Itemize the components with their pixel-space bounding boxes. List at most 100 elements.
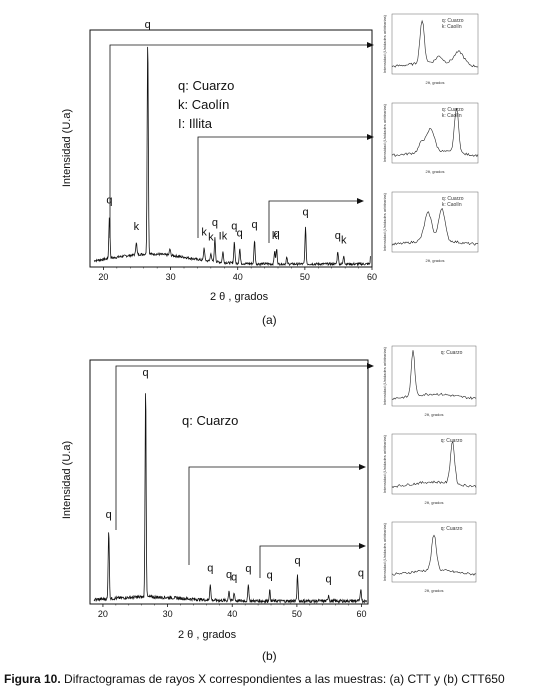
inset-frame [391,521,477,583]
peak-label: q [335,230,341,242]
peak-label: k [272,230,278,242]
inset-diffractogram: q: Cuarzo 2θ, grados Intensidad (Unidades … [382,345,477,417]
panel-label: (b) [262,649,277,663]
y-axis-label: Intensidad (U.a) [61,109,73,187]
peak-label: q [302,207,308,219]
guide-arrow-line [197,136,368,238]
inset-trace [391,350,477,400]
peak-label: q [231,571,237,583]
peak-label: q [245,563,251,575]
inset-frame [391,191,479,253]
guide-arrow-head [367,363,374,369]
inset-legend-entry: q: Cuarzo [442,18,464,24]
legend-entry: q: Cuarzo [182,413,238,428]
legend-entry: I: Illita [178,116,213,131]
peak-label: q [237,227,243,239]
x-axis-label: 2 θ , grados [178,629,237,641]
peak-label: q [207,562,213,574]
inset-frame [391,102,479,164]
diffraction-trace [93,46,371,267]
guide-arrow-head [357,198,364,204]
inset-diffractogram: q: Cuarzo 2θ, grados Intensidad (Unidades … [382,521,477,593]
peak-label: k [201,226,207,238]
inset-x-label: 2θ, grados [426,169,445,174]
guide-arrow-head [359,464,366,470]
guide-arrow-head [367,134,374,140]
guide-arrow-line [259,545,360,578]
inset-legend-entry: q: Cuarzo [442,107,464,113]
inset-frame [391,345,477,407]
peak-label: k [341,234,347,246]
peak-label: Ik [219,231,228,243]
inset-legend-entry: q: Cuarzo [441,526,463,532]
peak-label: q [231,221,237,233]
x-tick-label: 60 [357,609,367,619]
x-tick-label: 40 [227,609,237,619]
x-tick-label: 40 [233,272,243,282]
inset-x-label: 2θ, grados [425,588,444,593]
peak-label: q [274,228,280,240]
legend-entry: k: Caolín [178,97,229,112]
x-tick-label: 30 [166,272,176,282]
x-axis-label: 2 θ , grados [210,291,269,303]
y-axis-label: Intensidad (U.a) [61,441,73,519]
inset-x-label: 2θ, grados [425,500,444,505]
inset-x-label: 2θ, grados [426,258,445,263]
inset-frame [391,13,479,75]
guide-arrow-line [115,365,368,530]
inset-trace [391,440,477,488]
peak-label: k [134,221,140,233]
guide-arrow-line [109,44,368,238]
plot-frame [89,359,369,605]
guide-arrow-head [367,42,374,48]
x-tick-label: 50 [292,609,302,619]
inset-trace [391,108,479,158]
inset-y-label: Intensidad (Unidades arbitrarias) [382,346,387,405]
inset-y-label: Intensidad (Unidades arbitrarias) [382,192,387,251]
guide-arrow-head [359,543,366,549]
x-tick-label: 20 [98,609,108,619]
inset-legend-entry: q: Cuarzo [441,350,463,356]
legend-entry: q: Cuarzo [178,78,234,93]
peak-label: q [358,567,364,579]
inset-y-label: Intensidad (Unidades arbitrarias) [382,103,387,162]
inset-trace [391,208,479,246]
inset-y-label: Intensidad (Unidades arbitrarias) [382,434,387,493]
inset-diffractogram: q: Cuarzo 2θ, grados Intensidad (Unidades … [382,433,477,505]
x-tick-label: 20 [98,272,108,282]
inset-trace [391,534,477,576]
diffraction-trace [93,393,367,605]
peak-label: q [326,574,332,586]
x-tick-label: 50 [300,272,310,282]
peak-label: q [267,570,273,582]
inset-frame [391,433,477,495]
inset-y-label: Intensidad (Unidades arbitrarias) [382,14,387,73]
peak-label: q [294,555,300,567]
figure-caption: Figura 10. Difractogramas de rayos X cor… [4,672,538,686]
peak-label: q [145,19,151,31]
inset-y-label: Intensidad (Unidades arbitrarias) [382,522,387,581]
inset-legend-entry: q: Cuarzo [441,438,463,444]
peak-label: q [106,509,112,521]
peak-label: q [143,367,149,379]
inset-trace [391,19,479,68]
caption-text: Difractogramas de rayos X correspondient… [60,672,505,686]
peak-label: q [212,217,218,229]
inset-legend-entry: k: Caolín [442,24,462,30]
panel-label: (a) [262,313,277,327]
guide-arrow-line [188,466,360,565]
inset-legend-entry: q: Cuarzo [442,196,464,202]
plot-frame [89,29,373,268]
x-tick-label: 60 [367,272,377,282]
inset-legend-entry: k: Caolín [442,202,462,208]
inset-legend-entry: k: Caolín [442,113,462,119]
peak-label: q [251,219,257,231]
peak-label: q [226,569,232,581]
inset-x-label: 2θ, grados [426,80,445,85]
